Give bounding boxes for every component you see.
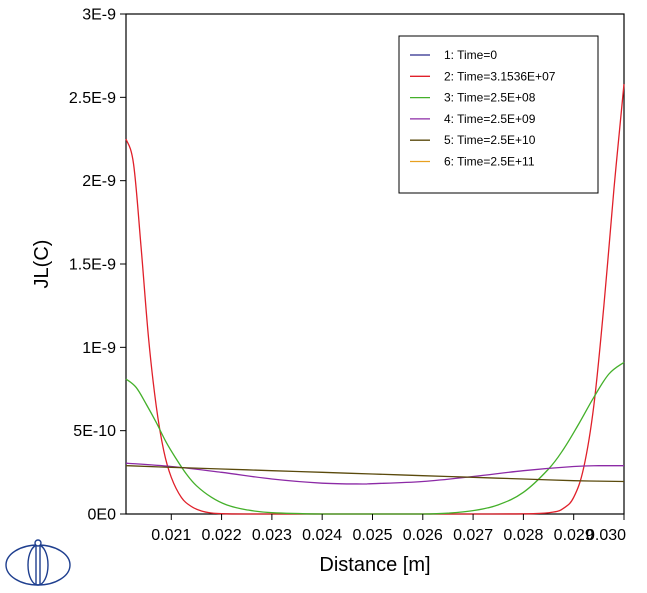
x-tick-label: 0.030 [586, 527, 626, 544]
legend-label-6: 6: Time=2.5E+11 [444, 155, 535, 169]
series-layer [125, 83, 625, 515]
logo-icon [5, 539, 71, 586]
legend-items: 1: Time=0 2: Time=3.1536E+07 3: Time=2.5E+… [410, 48, 556, 169]
legend-label-2: 2: Time=3.1536E+07 [444, 69, 556, 83]
x-axis-label: Distance [m] [319, 554, 430, 576]
x-tick-label: 0.025 [352, 527, 392, 544]
y-tick-label: 1.5E-9 [69, 257, 116, 274]
x-tick-label: 0.023 [252, 527, 292, 544]
x-axis-ticks: 0.021 0.022 0.023 0.024 0.025 0.026 0.027 0.028… [151, 514, 626, 544]
y-axis-ticks: 0E0 5E-10 1E-9 1.5E-9 2E-9 2.5E-9 3E-9 [69, 7, 126, 524]
x-tick-label: 0.028 [503, 527, 543, 544]
legend: 1: Time=0 2: Time=3.1536E+07 3: Time=2.5E+… [398, 35, 599, 194]
y-tick-label: 1E-9 [82, 340, 116, 357]
y-tick-label: 2E-9 [82, 173, 116, 190]
legend-label-3: 3: Time=2.5E+08 [444, 91, 536, 105]
y-axis-label: JL(C) [31, 240, 53, 289]
legend-box [398, 35, 599, 194]
x-tick-label: 0.021 [151, 527, 191, 544]
series-line-4 [125, 462, 624, 485]
x-tick-label: 0.022 [202, 527, 242, 544]
x-tick-label: 0.029 [554, 527, 594, 544]
y-tick-label: 0E0 [88, 507, 117, 524]
y-tick-label: 2.5E-9 [69, 90, 116, 107]
legend-label-4: 4: Time=2.5E+09 [444, 112, 536, 126]
x-tick-label: 0.026 [403, 527, 443, 544]
x-tick-label: 0.027 [453, 527, 493, 544]
legend-label-1: 1: Time=0 [444, 48, 497, 62]
series-line-5 [125, 465, 625, 483]
y-tick-label: 3E-9 [82, 7, 116, 24]
y-tick-label: 5E-10 [73, 423, 116, 440]
legend-label-5: 5: Time=2.5E+10 [444, 133, 536, 147]
x-tick-label: 0.024 [302, 527, 342, 544]
series-line-3 [125, 361, 625, 515]
series-line-2 [125, 83, 625, 515]
